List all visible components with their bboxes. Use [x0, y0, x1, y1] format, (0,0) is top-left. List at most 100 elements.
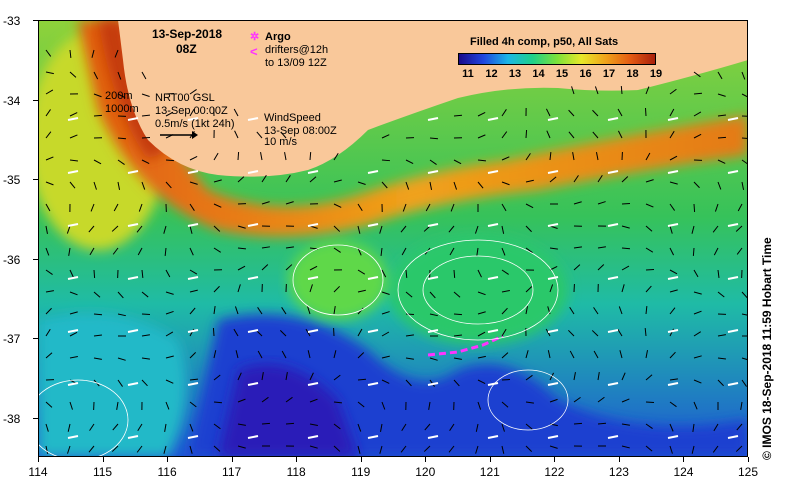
current-vector	[141, 114, 151, 117]
wind-vector	[127, 329, 139, 333]
wind-vector	[607, 382, 619, 386]
current-vector	[189, 155, 198, 161]
current-vector	[309, 372, 314, 381]
current-vector	[644, 107, 647, 117]
current-vector	[617, 130, 623, 139]
current-vector	[669, 181, 678, 185]
current-vector	[573, 246, 582, 249]
current-vector	[429, 181, 433, 190]
current-vector	[712, 445, 719, 453]
depth-1000-label: 1000m	[105, 103, 139, 115]
wind-vector	[127, 170, 139, 174]
x-tick	[296, 457, 298, 462]
current-vector	[357, 289, 366, 293]
current-vector	[474, 225, 479, 234]
current-vector	[618, 306, 623, 315]
y-tick	[33, 258, 38, 260]
current-vector	[333, 306, 336, 315]
current-vector	[117, 357, 126, 361]
current-vector	[141, 71, 147, 80]
wind-vector	[187, 117, 199, 121]
current-vector	[569, 350, 575, 359]
current-vector	[141, 181, 146, 190]
wind-vector	[727, 223, 739, 227]
wind-vector	[367, 382, 379, 386]
wind-vector	[187, 223, 199, 227]
wind-vector	[607, 329, 619, 333]
wind-vector	[307, 223, 319, 227]
current-vector	[405, 159, 414, 165]
wind-vector	[547, 117, 559, 121]
current-vector	[621, 176, 629, 183]
current-vector	[549, 445, 558, 449]
wind-vector	[667, 329, 679, 333]
current-vector	[309, 445, 318, 449]
current-vector	[379, 225, 383, 234]
current-vector	[736, 247, 743, 255]
wind-vector	[607, 117, 619, 121]
current-vector	[234, 130, 239, 139]
current-vector	[189, 378, 199, 381]
y-tick	[33, 338, 38, 339]
wind-vector	[127, 435, 139, 439]
current-vector	[621, 445, 630, 449]
current-vector	[405, 269, 408, 279]
current-vector	[261, 246, 270, 249]
wind-vector	[67, 435, 79, 439]
wind-vector	[307, 435, 319, 439]
wind-vector	[427, 329, 439, 333]
current-vector	[501, 352, 509, 359]
x-tick-label: 125	[737, 465, 759, 479]
current-vector	[237, 176, 245, 183]
wind-vector	[547, 329, 559, 333]
x-tick-label: 119	[351, 465, 371, 479]
wind-vector	[247, 435, 259, 439]
x-tick-label: 123	[608, 465, 629, 479]
current-vector	[237, 372, 242, 381]
current-vector	[669, 130, 675, 139]
ssh-contour	[292, 244, 384, 316]
x-tick-label: 118	[286, 465, 306, 479]
wind-vector	[427, 276, 439, 280]
wind-vector	[127, 117, 139, 121]
current-vector	[669, 445, 673, 454]
current-vector	[402, 203, 407, 212]
current-vector	[380, 247, 383, 257]
current-vector	[693, 291, 702, 295]
current-vector	[669, 269, 678, 275]
wind-vector	[367, 435, 379, 439]
current-vector	[93, 114, 103, 117]
current-vector	[735, 225, 743, 232]
current-vector	[88, 445, 95, 453]
current-vector	[595, 152, 599, 161]
x-tick-label: 120	[415, 465, 436, 479]
current-vector	[597, 264, 605, 271]
current-vector	[256, 131, 263, 139]
current-vector	[477, 379, 486, 385]
current-vector	[568, 109, 575, 117]
current-vector	[165, 379, 174, 384]
current-vector	[477, 331, 486, 337]
current-vector	[66, 225, 71, 234]
current-vector	[423, 225, 431, 232]
current-vector	[165, 181, 172, 189]
wind-vector	[367, 170, 379, 174]
current-vector	[453, 291, 461, 298]
current-vector	[116, 401, 119, 410]
current-vector	[693, 331, 702, 337]
current-vector	[501, 290, 510, 293]
sst-map[interactable]	[38, 20, 748, 457]
current-vector	[213, 179, 222, 183]
x-tick-label: 116	[157, 465, 177, 479]
current-vector	[621, 284, 625, 293]
current-vector	[189, 225, 193, 234]
colorbar-label: 13	[508, 68, 522, 80]
current-vector	[597, 396, 605, 403]
current-vector	[645, 350, 649, 359]
current-vector	[621, 265, 630, 271]
wind-vector	[547, 223, 559, 227]
current-vector	[381, 355, 390, 359]
wind-vector	[547, 382, 559, 386]
wind-vector	[727, 435, 739, 439]
current-vector	[501, 203, 507, 212]
